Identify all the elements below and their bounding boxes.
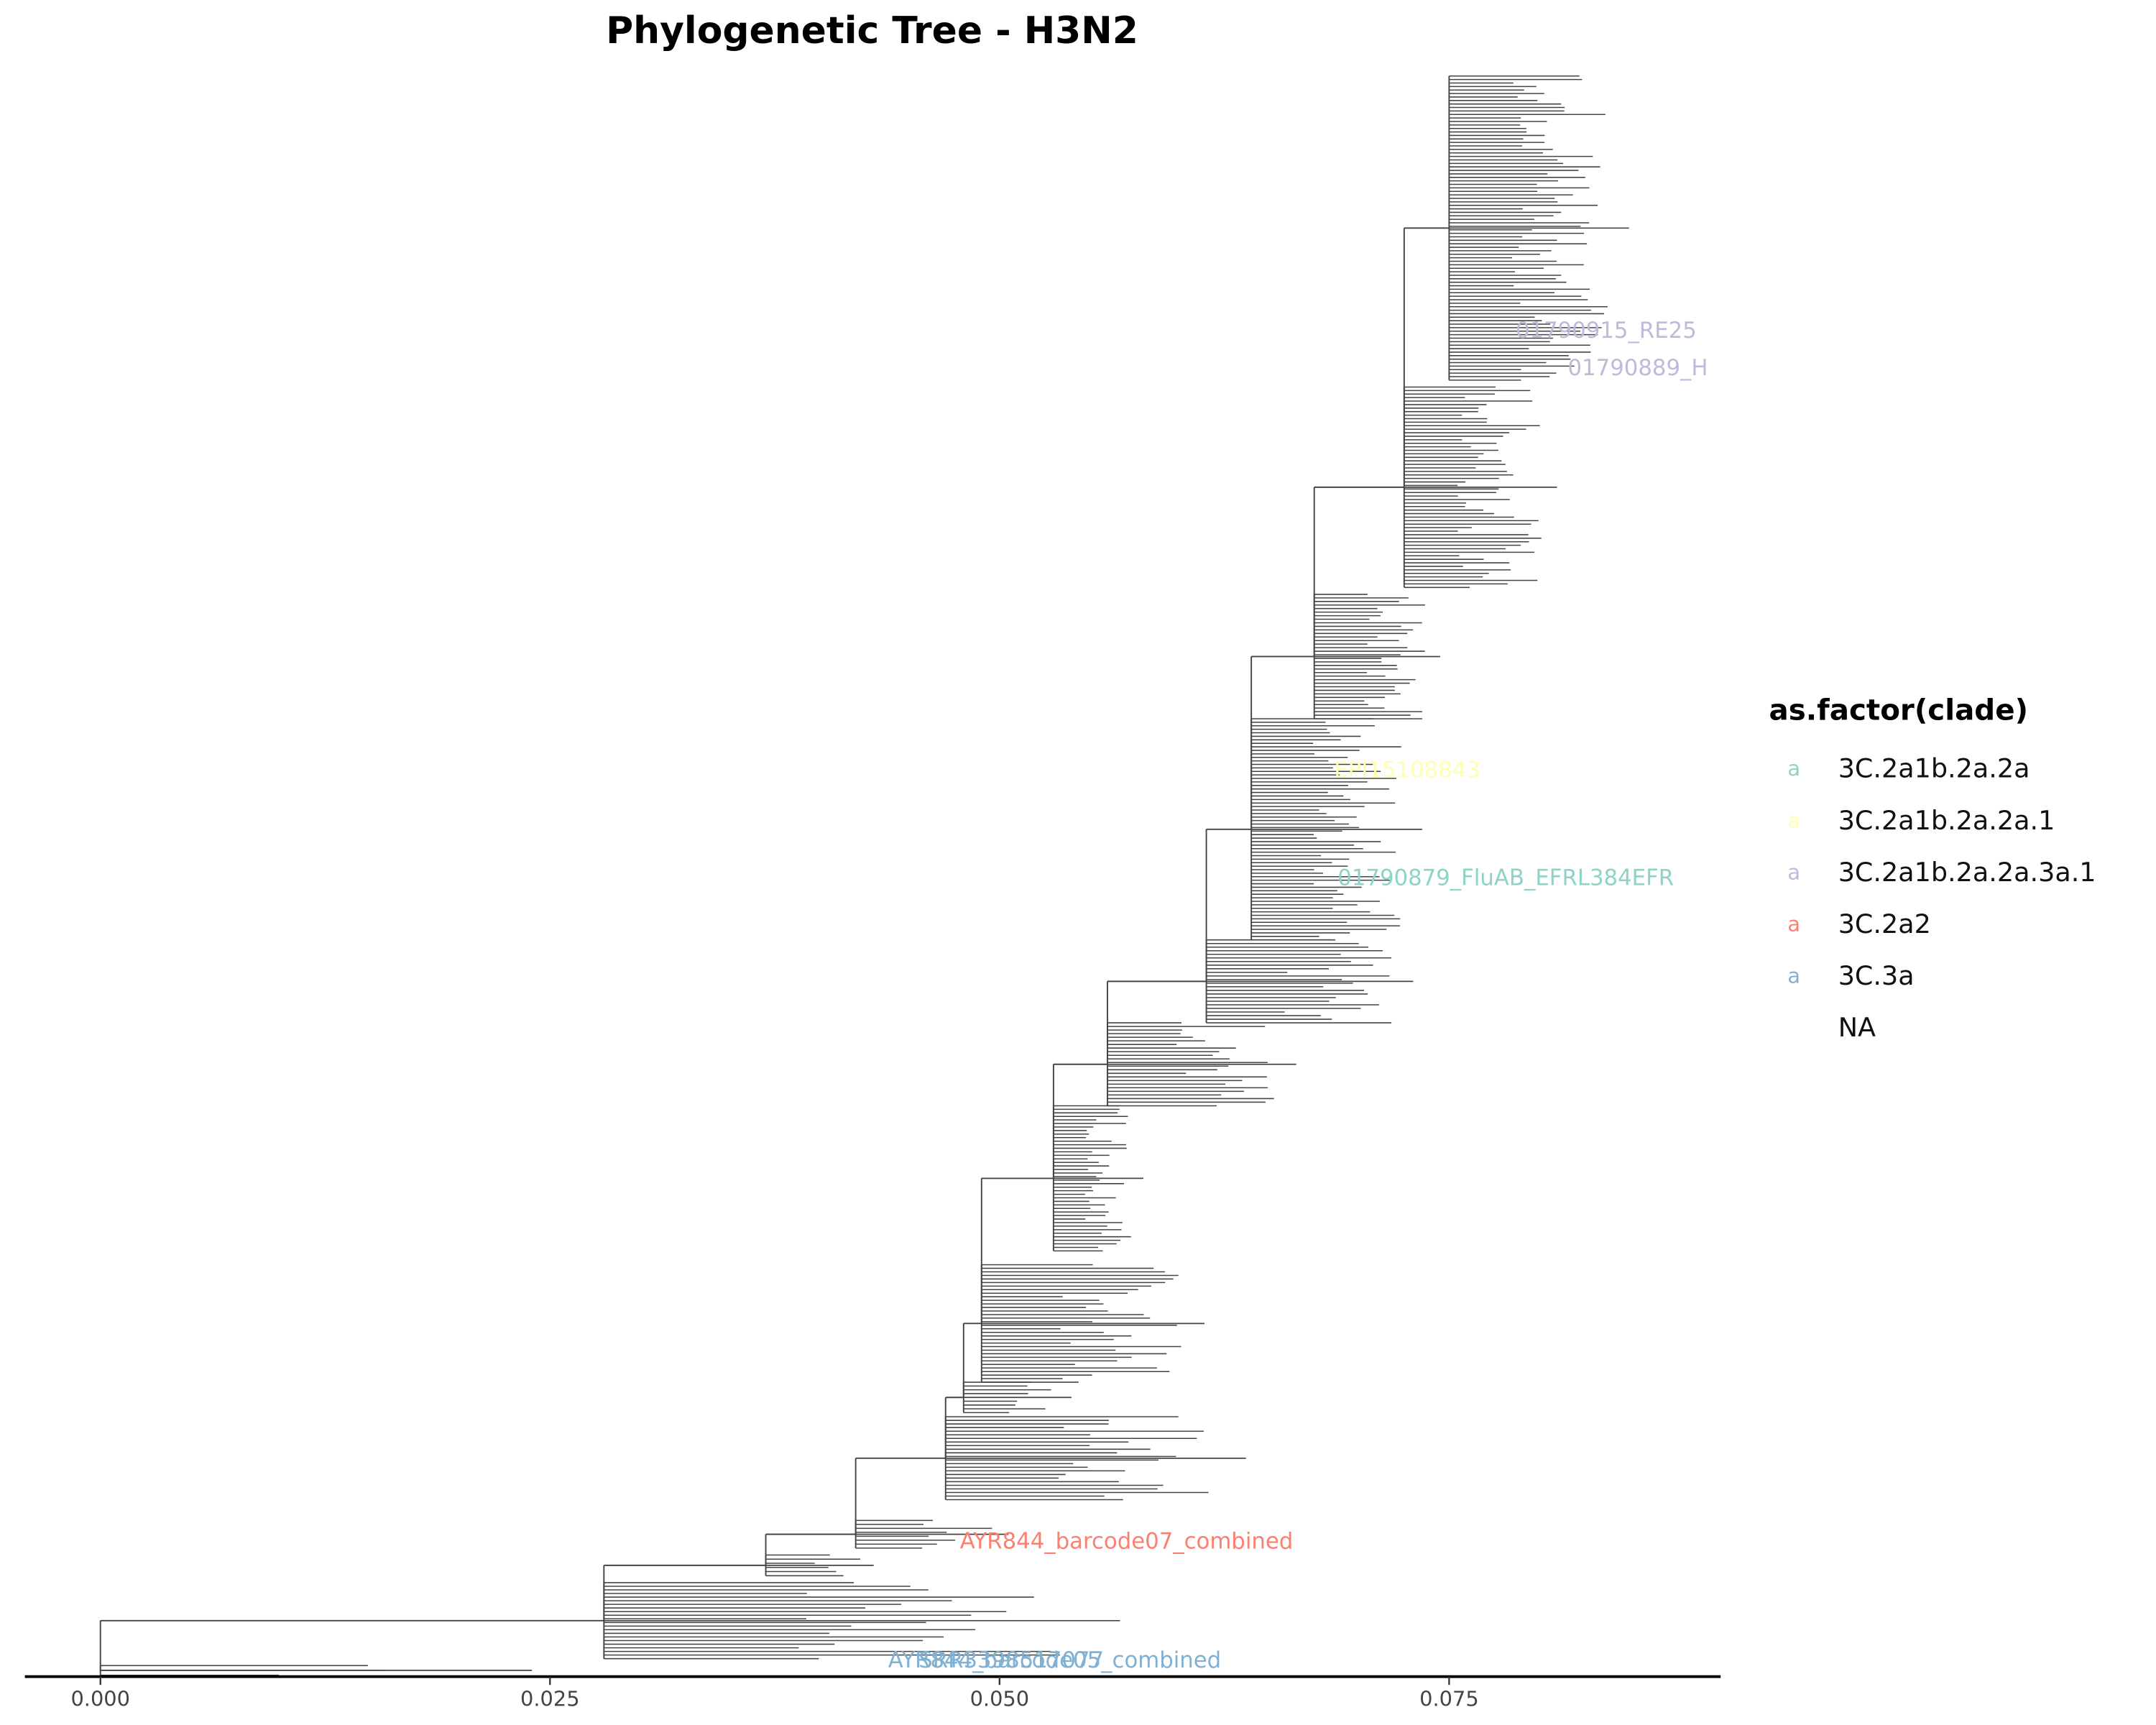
tip-label: 01790879_FluAB_EFRL384EFR — [1337, 865, 1674, 891]
x-tick-label: 0.025 — [520, 1686, 580, 1711]
tip-label: AYR844_barcode07_combined — [960, 1529, 1294, 1555]
legend-glyph: a — [1787, 1016, 1800, 1040]
tip-label: 01790915_RE25 — [1516, 318, 1697, 344]
chart-title: Phylogenetic Tree - H3N2 — [606, 9, 1138, 52]
legend-title: as.factor(clade) — [1769, 693, 2029, 727]
legend-label: 3C.2a1b.2a.2a.1 — [1838, 805, 2055, 836]
tip-label: 01790889_H — [1568, 355, 1708, 381]
legend: a 3C.2a1b.2a.2a a 3C.2a1b.2a.2a.1 a 3C.2a1b.2… — [1787, 753, 2096, 1044]
x-tick-label: 0.050 — [970, 1686, 1030, 1711]
legend-label: 3C.2a2 — [1838, 908, 1931, 939]
legend-label: NA — [1838, 1012, 1876, 1043]
legend-glyph: a — [1787, 912, 1800, 937]
legend-glyph: a — [1787, 756, 1800, 781]
tip-label: EPI15108843 — [1334, 758, 1480, 783]
x-tick-label: 0.000 — [70, 1686, 130, 1711]
tip-labels: 01790915_RE25 01790889_H EPI15108843 017908… — [888, 318, 1708, 1673]
tip-label: SRR3398517077 — [918, 1647, 1104, 1673]
legend-label: 3C.2a1b.2a.2a — [1838, 753, 2030, 784]
legend-label: 3C.3a — [1838, 960, 1915, 991]
tip-label: AYR844_barcode05_combined — [888, 1647, 1222, 1673]
legend-glyph: a — [1787, 808, 1800, 832]
x-tick-label: 0.075 — [1419, 1686, 1479, 1711]
legend-label: 3C.2a1b.2a.2a.3a.1 — [1838, 857, 2096, 888]
legend-glyph: a — [1787, 860, 1800, 884]
tree — [99, 75, 1629, 1676]
legend-glyph: a — [1787, 964, 1800, 988]
